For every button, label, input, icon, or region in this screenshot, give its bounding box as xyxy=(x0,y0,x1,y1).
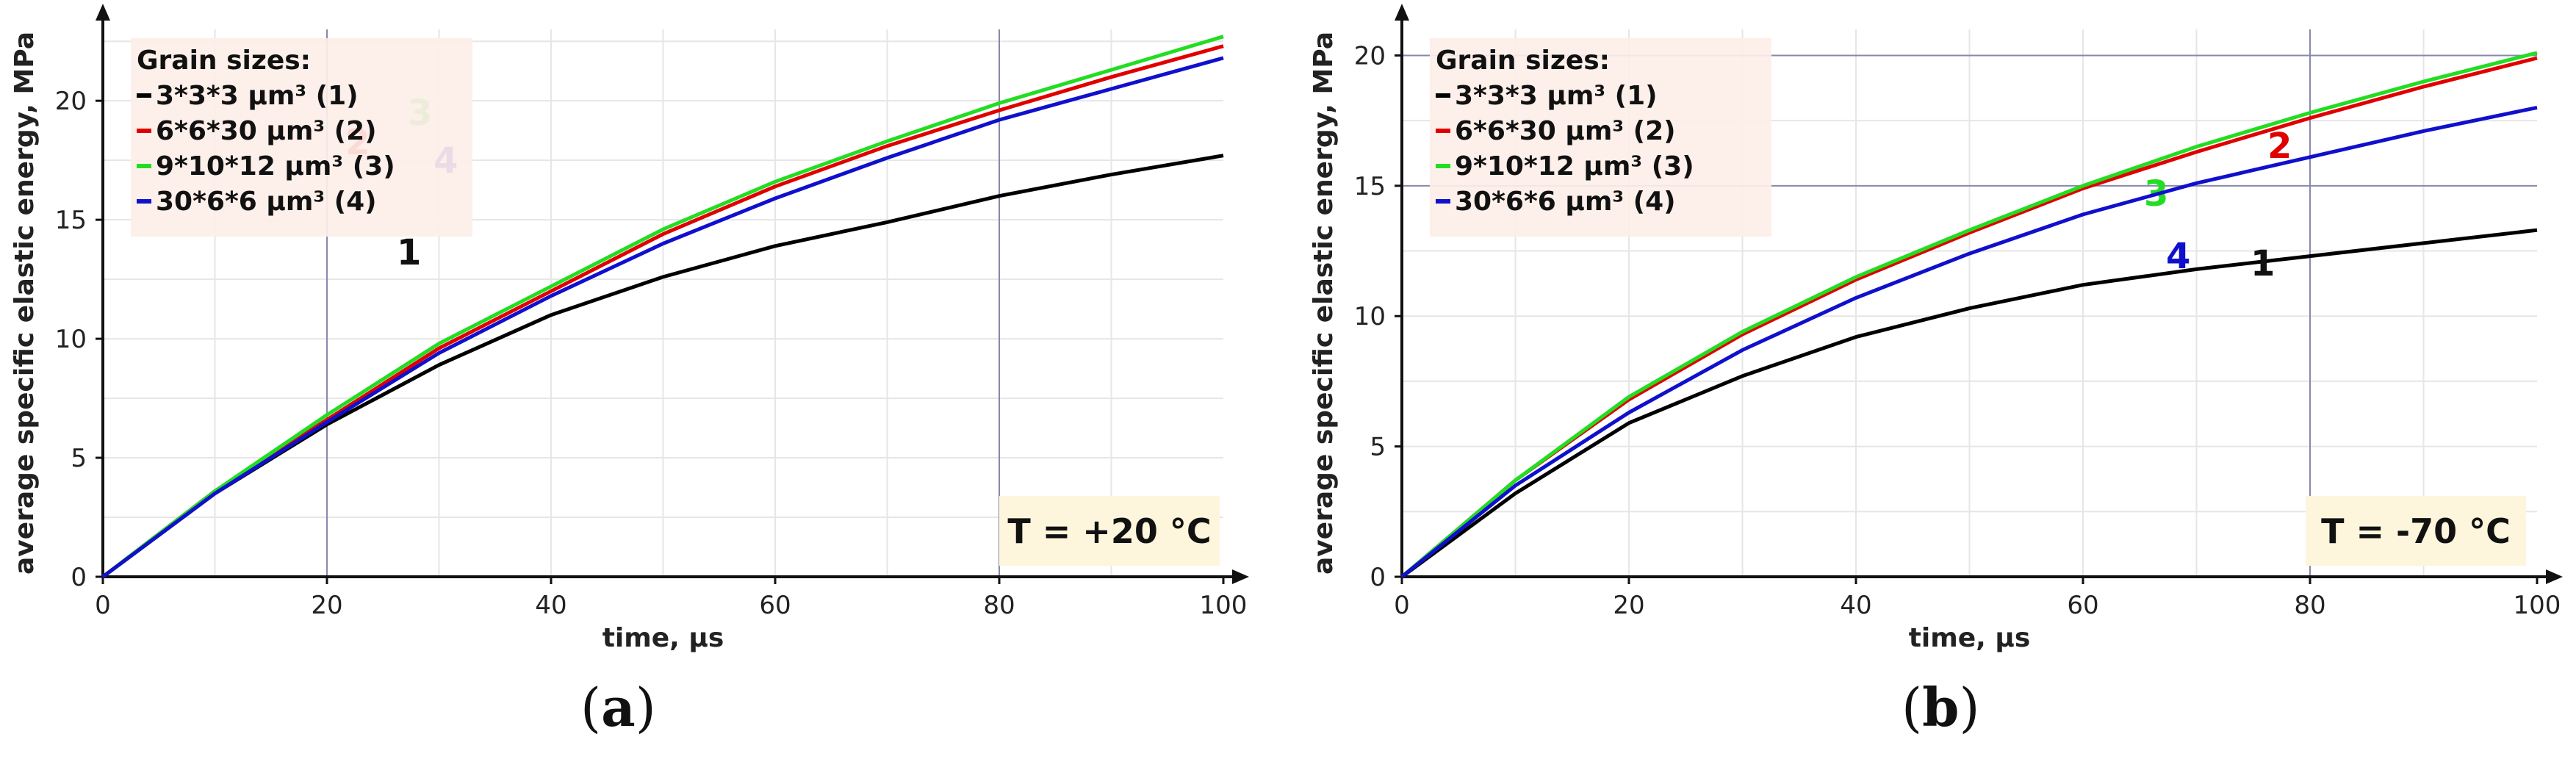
y-axis-arrow-icon xyxy=(1395,4,1409,21)
x-tick-label: 80 xyxy=(983,591,1015,620)
y-tick-label: 5 xyxy=(71,444,87,473)
temperature-label: T = +20 °C xyxy=(1007,511,1211,551)
panel-b-letter: b xyxy=(1922,676,1960,738)
x-axis-arrow-icon xyxy=(1232,569,1249,584)
y-tick-label: 5 xyxy=(1370,433,1386,462)
legend-entry-3: 9*10*12 μm³ (3) xyxy=(1455,151,1694,181)
legend-entry-4: 30*6*6 μm³ (4) xyxy=(1455,187,1676,217)
x-tick-label: 60 xyxy=(2067,591,2098,620)
x-tick-label: 20 xyxy=(311,591,342,620)
panel-a-caption: (a) xyxy=(580,676,656,738)
series-line-3 xyxy=(101,35,1224,578)
x-tick-label: 100 xyxy=(2514,591,2561,620)
y-tick-label: 20 xyxy=(55,87,87,116)
y-axis-arrow-icon xyxy=(96,4,110,21)
chart-panel-a: 0 20 40 60 80 100 0 5 10 15 20 time, μs average spec… xyxy=(10,4,1249,738)
y-axis-title: average specific elastic energy, MPa xyxy=(10,32,40,575)
series-line-3 xyxy=(1400,51,2538,578)
x-tick-label: 60 xyxy=(759,591,791,620)
x-tick-label: 20 xyxy=(1613,591,1644,620)
y-tick-label: 10 xyxy=(55,325,87,354)
y-tick-label: 15 xyxy=(1354,172,1386,201)
panel-a-letter: a xyxy=(601,676,636,738)
legend-entry-2: 6*6*30 μm³ (2) xyxy=(156,116,377,146)
temperature-badge xyxy=(999,496,1220,566)
series-label-2: 2 xyxy=(2267,126,2292,167)
series-line-4 xyxy=(1400,105,2538,578)
legend-entry-1: 3*3*3 μm³ (1) xyxy=(1455,81,1658,111)
x-tick-label: 40 xyxy=(1840,591,1871,620)
series-label-4: 4 xyxy=(2166,236,2190,277)
x-tick-label: 40 xyxy=(535,591,566,620)
y-tick-label: 20 xyxy=(1354,41,1386,71)
legend-entry-4: 30*6*6 μm³ (4) xyxy=(156,187,377,217)
legend-title: Grain sizes: xyxy=(1436,46,1610,76)
y-tick-label: 10 xyxy=(1354,302,1386,331)
temperature-badge xyxy=(2306,496,2526,566)
legend-box xyxy=(1430,38,1771,237)
series-line-2 xyxy=(101,44,1224,578)
series-line-1 xyxy=(1400,228,2538,579)
x-tick-label: 80 xyxy=(2294,591,2325,620)
legend-entry-3: 9*10*12 μm³ (3) xyxy=(156,151,395,181)
chart-b-svg: 0 20 40 60 80 100 0 5 10 15 20 time, μs average spec… xyxy=(1309,4,2563,653)
x-tick-label: 0 xyxy=(1394,591,1410,620)
x-tick-label: 0 xyxy=(95,591,111,620)
x-axis-title: time, μs xyxy=(1909,623,2031,653)
y-tick-label: 0 xyxy=(71,563,87,592)
legend-entry-1: 3*3*3 μm³ (1) xyxy=(156,81,359,111)
y-axis-title: average specific elastic energy, MPa xyxy=(1309,32,1339,575)
series-line-4 xyxy=(101,56,1224,579)
series-label-1: 1 xyxy=(397,232,421,273)
y-tick-label: 15 xyxy=(55,206,87,235)
temperature-label: T = -70 °C xyxy=(2321,511,2511,551)
legend-entry-2: 6*6*30 μm³ (2) xyxy=(1455,116,1676,146)
chart-panel-b: 0 20 40 60 80 100 0 5 10 15 20 time, μs average spec… xyxy=(1288,0,2576,759)
y-tick-label: 0 xyxy=(1370,563,1386,592)
panel-b-caption: (b) xyxy=(1902,676,1980,738)
chart-a-svg: 0 20 40 60 80 100 0 5 10 15 20 time, μs average spec… xyxy=(10,4,1249,653)
x-axis-title: time, μs xyxy=(602,623,724,653)
x-axis-arrow-icon xyxy=(2546,569,2563,584)
series-label-1: 1 xyxy=(2251,243,2275,284)
x-tick-label: 100 xyxy=(1200,591,1248,620)
legend-box xyxy=(131,38,472,237)
legend-title: Grain sizes: xyxy=(137,46,311,76)
